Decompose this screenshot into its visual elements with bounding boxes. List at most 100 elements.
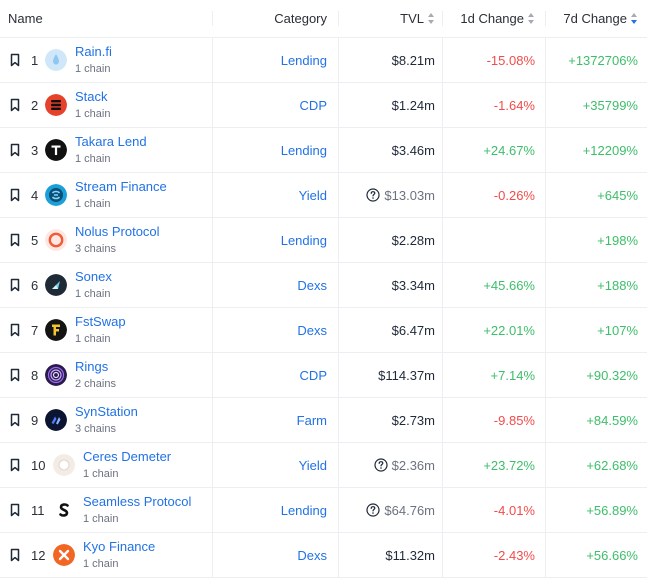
change-1d-cell: -9.85% bbox=[443, 398, 546, 442]
rank-number: 12 bbox=[31, 547, 46, 563]
rank-number: 9 bbox=[31, 412, 39, 428]
category-cell: CDP bbox=[213, 353, 339, 397]
bookmark-icon[interactable] bbox=[8, 367, 22, 383]
category-link[interactable]: Yield bbox=[298, 457, 327, 473]
change-1d-value: -0.26% bbox=[493, 187, 535, 203]
bookmark-icon[interactable] bbox=[8, 142, 22, 158]
change-7d-cell: +1372706% bbox=[546, 38, 647, 82]
table-row[interactable]: 11 Seamless Protocol 1 chain Lending $64.76m… bbox=[0, 488, 647, 533]
nolus-icon bbox=[45, 229, 67, 251]
bookmark-icon[interactable] bbox=[8, 232, 22, 248]
bookmark-icon[interactable] bbox=[8, 457, 22, 473]
protocol-name-link[interactable]: Nolus Protocol bbox=[75, 223, 160, 239]
protocol-cell: 5 Nolus Protocol 3 chains bbox=[0, 218, 213, 262]
chain-count: 1 chain bbox=[75, 197, 111, 210]
change-7d-cell: +188% bbox=[546, 263, 647, 307]
table-row[interactable]: 6 Sonex 1 chain Dexs $3.34m +45.66% +188% bbox=[0, 263, 647, 308]
ceres-icon bbox=[53, 454, 75, 476]
change-7d-value: +107% bbox=[597, 322, 638, 338]
tvl-value: $1.24m bbox=[391, 97, 435, 113]
question-circle-icon[interactable] bbox=[366, 188, 381, 202]
bookmark-icon[interactable] bbox=[8, 277, 22, 293]
bookmark-icon[interactable] bbox=[8, 412, 22, 428]
bookmark-icon[interactable] bbox=[8, 547, 22, 563]
table-row[interactable]: 3 Takara Lend 1 chain Lending $3.46m +24.67% +… bbox=[0, 128, 647, 173]
protocol-name-link[interactable]: Ceres Demeter bbox=[83, 448, 172, 464]
table-row[interactable]: 2 Stack 1 chain CDP $1.24m -1.64% +35799% bbox=[0, 83, 647, 128]
column-header-1d-change[interactable]: 1d Change bbox=[443, 11, 546, 26]
protocol-cell: 6 Sonex 1 chain bbox=[0, 263, 213, 307]
category-cell: CDP bbox=[213, 83, 339, 127]
table-row[interactable]: 8 Rings 2 chains CDP $114.37m +7.14% +90.32% bbox=[0, 353, 647, 398]
column-header-tvl[interactable]: TVL bbox=[339, 11, 443, 26]
table-row[interactable]: 7 FstSwap 1 chain Dexs $6.47m +22.01% +107% bbox=[0, 308, 647, 353]
chain-count: 1 chain bbox=[83, 512, 119, 525]
column-header-category[interactable]: Category bbox=[213, 11, 339, 26]
protocol-name-link[interactable]: Takara Lend bbox=[75, 133, 147, 149]
change-1d-cell: -4.01% bbox=[443, 488, 546, 532]
chain-count: 3 chains bbox=[75, 242, 116, 255]
change-1d-value: +23.72% bbox=[483, 457, 535, 473]
category-link[interactable]: Farm bbox=[296, 412, 327, 428]
chain-count: 1 chain bbox=[83, 467, 119, 480]
change-7d-value: +90.32% bbox=[586, 367, 638, 383]
category-link[interactable]: Lending bbox=[280, 232, 327, 248]
column-header-name[interactable]: Name bbox=[0, 11, 213, 26]
protocol-name-link[interactable]: FstSwap bbox=[75, 313, 126, 329]
change-7d-cell: +56.66% bbox=[546, 533, 647, 577]
category-cell: Yield bbox=[213, 173, 339, 217]
protocol-name-link[interactable]: Rings bbox=[75, 358, 109, 374]
protocol-cell: 12 Kyo Finance 1 chain bbox=[0, 533, 213, 577]
table-row[interactable]: 9 SynStation 3 chains Farm $2.73m -9.85% +84.5… bbox=[0, 398, 647, 443]
protocol-name-link[interactable]: Kyo Finance bbox=[83, 538, 156, 554]
tvl-cell: $2.36m bbox=[339, 443, 443, 487]
change-1d-value: -15.08% bbox=[486, 52, 535, 68]
change-1d-cell: -2.43% bbox=[443, 533, 546, 577]
stream-icon bbox=[45, 184, 67, 206]
protocol-name-link[interactable]: SynStation bbox=[75, 403, 138, 419]
chain-count: 1 chain bbox=[75, 152, 111, 165]
category-cell: Dexs bbox=[213, 308, 339, 352]
category-cell: Lending bbox=[213, 218, 339, 262]
category-link[interactable]: Dexs bbox=[297, 277, 327, 293]
category-link[interactable]: CDP bbox=[299, 367, 327, 383]
table-row[interactable]: 12 Kyo Finance 1 chain Dexs $11.32m -2.43% +56… bbox=[0, 533, 647, 578]
tvl-cell: $3.46m bbox=[339, 128, 443, 172]
change-1d-value: -2.43% bbox=[493, 547, 535, 563]
protocol-name-link[interactable]: Rain.fi bbox=[75, 43, 112, 59]
tvl-value: $2.36m bbox=[391, 457, 435, 473]
bookmark-icon[interactable] bbox=[8, 52, 22, 68]
protocol-name-link[interactable]: Sonex bbox=[75, 268, 112, 284]
category-link[interactable]: Dexs bbox=[297, 547, 327, 563]
protocol-cell: 9 SynStation 3 chains bbox=[0, 398, 213, 442]
table-row[interactable]: 1 Rain.fi 1 chain Lending $8.21m -15.08% +1372… bbox=[0, 38, 647, 83]
table-row[interactable]: 4 Stream Finance 1 chain Yield $13.03m -0.26%… bbox=[0, 173, 647, 218]
bookmark-icon[interactable] bbox=[8, 502, 22, 518]
change-7d-value: +62.68% bbox=[586, 457, 638, 473]
category-link[interactable]: Lending bbox=[280, 142, 327, 158]
category-link[interactable]: Lending bbox=[280, 52, 327, 68]
change-1d-value: +22.01% bbox=[483, 322, 535, 338]
table-row[interactable]: 10 Ceres Demeter 1 chain Yield $2.36m +23.72%… bbox=[0, 443, 647, 488]
protocol-name-link[interactable]: Seamless Protocol bbox=[83, 493, 192, 509]
column-header-7d-change[interactable]: 7d Change bbox=[546, 11, 647, 26]
protocol-name-link[interactable]: Stack bbox=[75, 88, 108, 104]
protocol-cell: 10 Ceres Demeter 1 chain bbox=[0, 443, 213, 487]
tvl-cell: $8.21m bbox=[339, 38, 443, 82]
category-link[interactable]: Lending bbox=[280, 502, 327, 518]
category-link[interactable]: CDP bbox=[299, 97, 327, 113]
bookmark-icon[interactable] bbox=[8, 322, 22, 338]
protocol-name-link[interactable]: Stream Finance bbox=[75, 178, 167, 194]
takara-icon bbox=[45, 139, 67, 161]
question-circle-icon[interactable] bbox=[374, 458, 388, 472]
tvl-cell: $6.47m bbox=[339, 308, 443, 352]
category-link[interactable]: Yield bbox=[298, 187, 327, 203]
chain-count: 1 chain bbox=[75, 332, 111, 345]
table-row[interactable]: 5 Nolus Protocol 3 chains Lending $2.28m +198… bbox=[0, 218, 647, 263]
sonex-icon bbox=[45, 274, 67, 296]
question-circle-icon[interactable] bbox=[366, 503, 381, 517]
raindrop-icon bbox=[45, 49, 67, 71]
bookmark-icon[interactable] bbox=[8, 187, 22, 203]
category-link[interactable]: Dexs bbox=[297, 322, 327, 338]
bookmark-icon[interactable] bbox=[8, 97, 22, 113]
